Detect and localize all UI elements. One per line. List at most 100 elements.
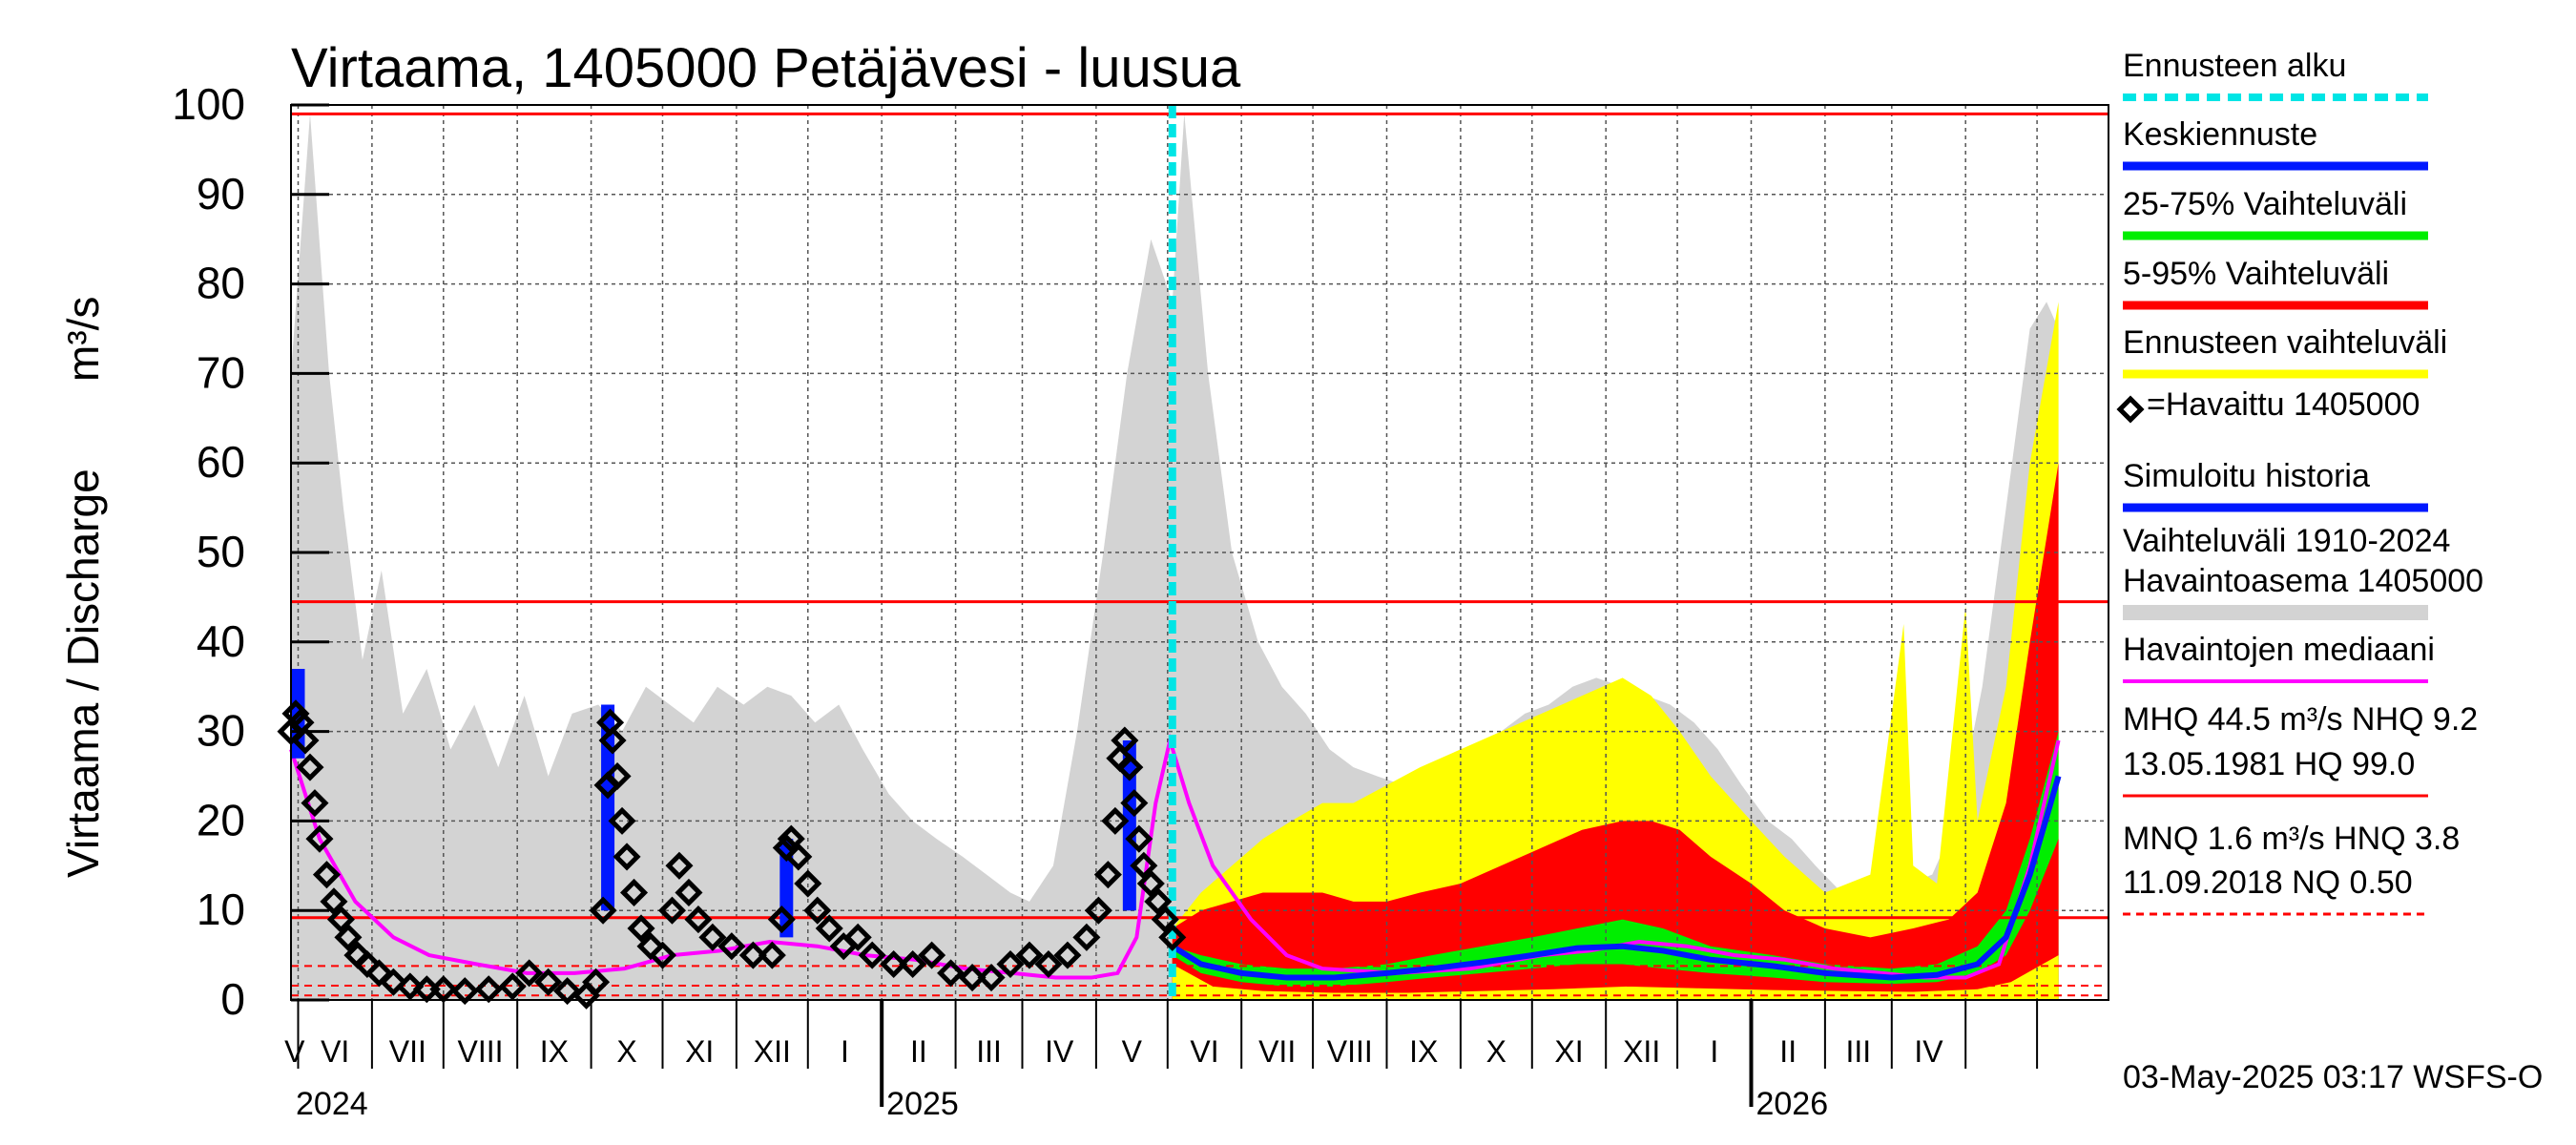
month-label: VII bbox=[389, 1034, 426, 1069]
observed-point bbox=[1053, 941, 1082, 969]
observed-point bbox=[684, 906, 713, 934]
month-label: II bbox=[1779, 1034, 1797, 1069]
observed-point bbox=[582, 968, 611, 996]
month-label: V bbox=[284, 1034, 305, 1069]
observed-point bbox=[1115, 753, 1144, 781]
legend-label: 5-95% Vaihteluväli bbox=[2123, 256, 2390, 292]
observed-point bbox=[1084, 896, 1112, 925]
observed-point bbox=[619, 878, 649, 906]
observed-point bbox=[1120, 789, 1149, 818]
observed-point bbox=[937, 959, 966, 988]
legend-swatches-layer bbox=[2116, 94, 2428, 916]
month-label: VIII bbox=[457, 1034, 503, 1069]
observed-point bbox=[1093, 861, 1122, 889]
y-tick-label: 50 bbox=[197, 527, 245, 576]
observed-point bbox=[534, 968, 563, 996]
year-label: 2024 bbox=[296, 1086, 368, 1122]
month-label: VIII bbox=[1327, 1034, 1373, 1069]
observed-point bbox=[301, 789, 329, 818]
legend-label: 25-75% Vaihteluväli bbox=[2123, 186, 2407, 222]
legend-label: Havaintoasema 1405000 bbox=[2123, 563, 2484, 599]
observed-point bbox=[379, 968, 407, 996]
observed-point bbox=[450, 977, 479, 1006]
observed-point bbox=[1151, 906, 1179, 934]
axes-layer: V VI VII VIII IX X XI XII I II III IV V VI VII VIII IX X X… bbox=[172, 79, 2109, 1122]
p5-lower-area bbox=[1172, 955, 2059, 1000]
observed-point bbox=[589, 896, 617, 925]
y-tick-label: 20 bbox=[197, 795, 245, 844]
observed-point bbox=[334, 923, 363, 951]
month-label: VI bbox=[1190, 1034, 1218, 1069]
legend-label: =Havaittu 1405000 bbox=[2147, 386, 2420, 423]
observed-point bbox=[996, 949, 1025, 979]
observed-point bbox=[738, 941, 767, 969]
legend-label: Vaihteluväli 1910-2024 bbox=[2123, 523, 2451, 559]
year-label: 2025 bbox=[886, 1086, 959, 1122]
month-label: III bbox=[1846, 1034, 1872, 1069]
legend-label: Havaintojen mediaani bbox=[2123, 632, 2435, 668]
observed-markers-layer bbox=[277, 699, 1187, 1010]
observed-point bbox=[1130, 851, 1158, 880]
observed-point bbox=[396, 972, 425, 1001]
observed-point bbox=[553, 977, 582, 1006]
observed-point bbox=[648, 941, 677, 969]
observed-point bbox=[326, 906, 355, 934]
observed-point bbox=[312, 861, 341, 889]
observed-point bbox=[1144, 887, 1173, 916]
year-label: 2026 bbox=[1755, 1086, 1828, 1122]
observed-point bbox=[794, 869, 822, 898]
observed-point bbox=[717, 932, 746, 961]
observed-point bbox=[613, 843, 641, 871]
month-label: XI bbox=[685, 1034, 714, 1069]
observed-point bbox=[498, 972, 527, 1001]
forecast-range-area bbox=[1172, 302, 2059, 1000]
month-label: XII bbox=[1623, 1034, 1660, 1069]
y-axis-label: Virtaama / Discharge bbox=[58, 468, 108, 878]
legend-label: Ennusteen alku bbox=[2123, 48, 2347, 84]
y-tick-label: 60 bbox=[197, 437, 245, 487]
month-label: XII bbox=[754, 1034, 791, 1069]
legend-swatch bbox=[2116, 395, 2145, 424]
month-label: X bbox=[616, 1034, 636, 1069]
month-label: V bbox=[1122, 1034, 1143, 1069]
legend-label: 11.09.2018 NQ 0.50 bbox=[2123, 864, 2413, 901]
observed-point bbox=[291, 726, 320, 755]
observed-point bbox=[1111, 726, 1139, 755]
y-axis-unit: m³/s bbox=[58, 296, 108, 382]
observed-point bbox=[320, 887, 348, 916]
observed-point bbox=[767, 906, 796, 934]
month-label: III bbox=[976, 1034, 1002, 1069]
y-tick-label: 80 bbox=[197, 259, 245, 308]
legend-label: Ennusteen vaihteluväli bbox=[2123, 324, 2448, 361]
observed-point bbox=[1125, 824, 1153, 853]
chart-title: Virtaama, 1405000 Petäjävesi - luusua bbox=[291, 37, 1241, 99]
month-label: VI bbox=[321, 1034, 349, 1069]
month-label: IX bbox=[540, 1034, 569, 1069]
observed-point bbox=[858, 941, 886, 969]
observed-point bbox=[627, 914, 655, 943]
observed-point bbox=[296, 753, 324, 781]
legend-label: Keskiennuste bbox=[2123, 116, 2318, 153]
observed-point bbox=[777, 824, 805, 853]
observed-point bbox=[515, 959, 544, 988]
month-label: II bbox=[910, 1034, 927, 1069]
observed-point bbox=[305, 824, 334, 853]
month-label: IX bbox=[1409, 1034, 1438, 1069]
observed-point bbox=[698, 923, 727, 951]
mean-forecast-line bbox=[1171, 775, 2062, 981]
y-tick-label: 100 bbox=[172, 79, 245, 129]
month-label: I bbox=[841, 1034, 849, 1069]
y-tick-label: 30 bbox=[197, 706, 245, 756]
month-label: X bbox=[1486, 1034, 1506, 1069]
observed-point bbox=[598, 726, 627, 755]
legend-label: 13.05.1981 HQ 99.0 bbox=[2123, 746, 2416, 782]
month-label: VII bbox=[1258, 1034, 1296, 1069]
p25-lower-area bbox=[1172, 839, 2059, 1000]
reference-lines-layer bbox=[291, 112, 2109, 997]
observed-point bbox=[657, 896, 687, 925]
month-label: IV bbox=[1045, 1034, 1074, 1069]
observed-point bbox=[1015, 941, 1044, 969]
y-tick-label: 10 bbox=[197, 885, 245, 934]
observed-point bbox=[665, 851, 694, 880]
observed-point bbox=[843, 923, 872, 951]
